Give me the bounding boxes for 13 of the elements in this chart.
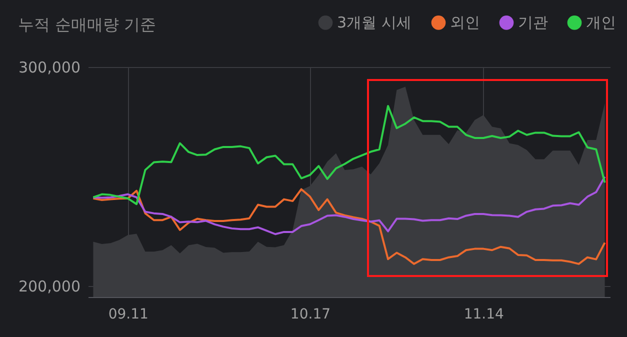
legend-label: 3개월 시세 [337,14,412,32]
legend-label: 기관 [518,14,548,32]
y-tick-label: 300,000 [18,58,80,76]
line-series [92,104,606,206]
chart-title: 누적 순매매량 기준 [18,15,156,34]
y-tick-label: 200,000 [18,278,80,296]
x-tick-label: 09.11 [108,306,148,322]
legend-label: 외인 [450,14,480,32]
x-tick-label: 11.14 [464,306,504,322]
legend-label: 개인 [586,14,616,32]
line-series [92,176,606,236]
line-series [92,188,606,265]
x-tick-label: 10.17 [290,306,331,322]
